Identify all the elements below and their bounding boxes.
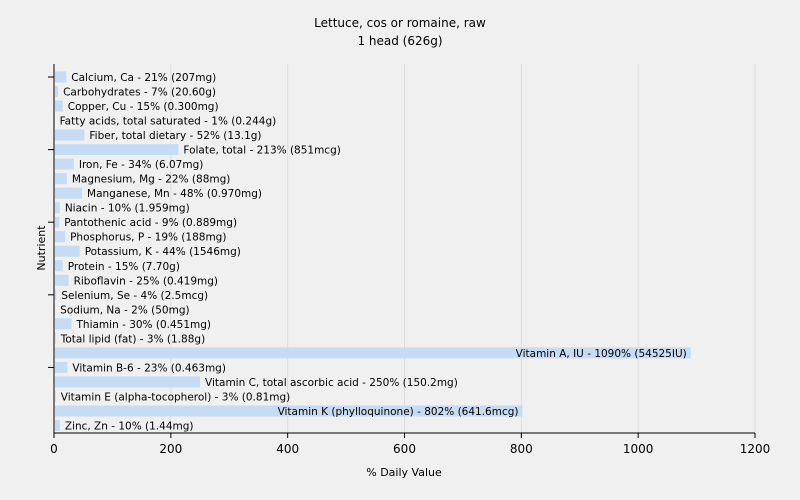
bar-label: Vitamin A, IU - 1090% (54525IU) bbox=[516, 348, 687, 360]
bar-label: Niacin - 10% (1.959mg) bbox=[65, 203, 190, 215]
bar-label: Selenium, Se - 4% (2.5mcg) bbox=[61, 290, 208, 302]
bar-label: Calcium, Ca - 21% (207mg) bbox=[71, 72, 216, 84]
bar bbox=[55, 245, 80, 257]
bar-label: Fatty acids, total saturated - 1% (0.244… bbox=[60, 116, 277, 128]
bar-label: Copper, Cu - 15% (0.300mg) bbox=[68, 101, 219, 113]
bar bbox=[55, 332, 56, 344]
bar bbox=[55, 231, 66, 243]
bar bbox=[55, 71, 67, 83]
gridlines bbox=[170, 64, 756, 433]
bar-label: Sodium, Na - 2% (50mg) bbox=[60, 304, 189, 316]
x-tick-label: 800 bbox=[510, 442, 533, 456]
bar-label: Zinc, Zn - 10% (1.44mg) bbox=[65, 420, 194, 432]
x-tick-label: 400 bbox=[276, 442, 299, 456]
bar-label: Carbohydrates - 7% (20.60g) bbox=[63, 87, 216, 99]
bar-label: Vitamin B-6 - 23% (0.463mg) bbox=[72, 362, 226, 374]
bar-label: Vitamin C, total ascorbic acid - 250% (1… bbox=[205, 377, 458, 389]
bar bbox=[55, 347, 691, 359]
bar bbox=[55, 100, 63, 112]
bar bbox=[55, 390, 56, 402]
bar-label: Total lipid (fat) - 3% (1.88g) bbox=[60, 333, 205, 345]
bar bbox=[55, 274, 69, 286]
bar-label: Potassium, K - 44% (1546mg) bbox=[85, 246, 241, 258]
bar bbox=[55, 173, 67, 185]
x-tick-labels: 0 200 400 600 800 1000 1200 bbox=[50, 442, 770, 456]
x-tick-label: 0 bbox=[50, 442, 58, 456]
bar-label: Pantothenic acid - 9% (0.889mg) bbox=[64, 217, 237, 229]
bar bbox=[55, 405, 523, 417]
x-tick-label: 1000 bbox=[623, 442, 654, 456]
bar-label: Manganese, Mn - 48% (0.970mg) bbox=[87, 188, 262, 200]
bar bbox=[55, 260, 63, 272]
chart-subtitle: 1 head (626g) bbox=[357, 34, 442, 48]
bar-label: Fiber, total dietary - 52% (13.1g) bbox=[89, 130, 261, 142]
bar-label: Protein - 15% (7.70g) bbox=[68, 261, 180, 273]
bar bbox=[55, 86, 59, 98]
bar-label: Vitamin K (phylloquinone) - 802% (641.6m… bbox=[278, 406, 519, 418]
bar bbox=[55, 129, 85, 141]
x-tick-label: 200 bbox=[159, 442, 182, 456]
bar bbox=[55, 202, 60, 214]
x-tick-label: 600 bbox=[393, 442, 416, 456]
x-tick-label: 1200 bbox=[740, 442, 771, 456]
bar bbox=[55, 376, 201, 388]
bar-label: Thiamin - 30% (0.451mg) bbox=[76, 319, 212, 331]
bar-label: Folate, total - 213% (851mcg) bbox=[183, 145, 340, 157]
bar bbox=[55, 289, 57, 301]
bar-label: Riboflavin - 25% (0.419mg) bbox=[74, 275, 218, 287]
bars: Calcium, Ca - 21% (207mg) Carbohydrates -… bbox=[55, 71, 691, 432]
chart-title: Lettuce, cos or romaine, raw bbox=[314, 16, 486, 30]
bar bbox=[55, 187, 83, 199]
bar bbox=[55, 361, 68, 373]
bar-label: Vitamin E (alpha-tocopherol) - 3% (0.81m… bbox=[61, 391, 291, 403]
bar-label: Magnesium, Mg - 22% (88mg) bbox=[72, 174, 231, 186]
bar bbox=[55, 216, 60, 228]
y-axis-label: Nutrient bbox=[35, 225, 48, 271]
x-axis-label: % Daily Value bbox=[366, 466, 442, 479]
bar bbox=[55, 419, 60, 431]
axes bbox=[48, 64, 756, 438]
bar-label: Phosphorus, P - 19% (188mg) bbox=[70, 232, 226, 244]
bar bbox=[55, 144, 179, 156]
bar bbox=[55, 318, 72, 330]
bar bbox=[55, 158, 74, 170]
bar-label: Iron, Fe - 34% (6.07mg) bbox=[79, 159, 203, 171]
